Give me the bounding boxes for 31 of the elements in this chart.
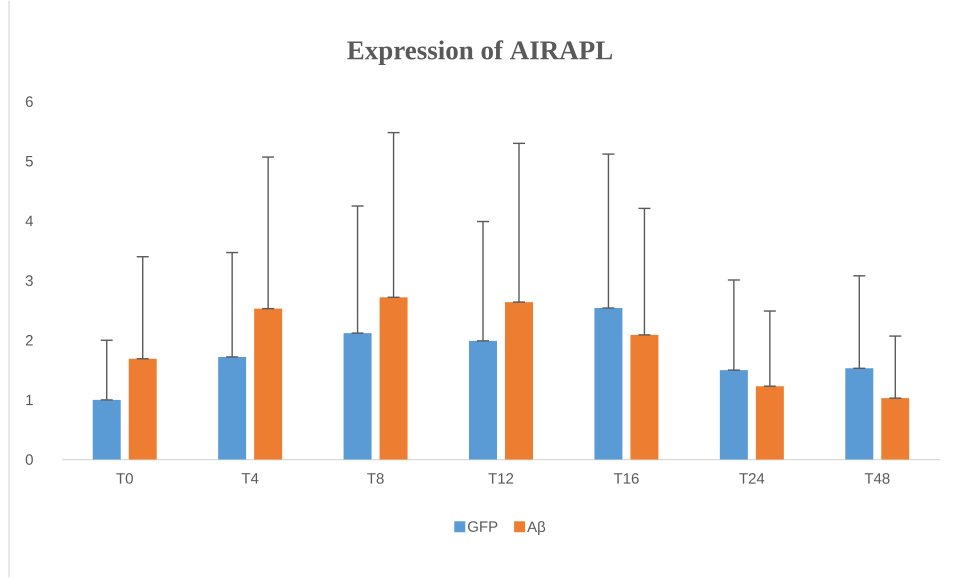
y-tick-label: 4	[25, 216, 34, 226]
chart-title: Expression of AIRAPL	[347, 40, 612, 65]
y-tick-label: 6	[26, 96, 33, 107]
bar	[845, 368, 874, 460]
x-tick-label: T24	[739, 473, 764, 484]
bar	[254, 308, 282, 460]
bar	[380, 297, 408, 460]
bar	[92, 400, 121, 460]
y-tick-label: 1	[26, 394, 33, 405]
bar	[218, 356, 246, 460]
legend-label: Aβ	[527, 520, 546, 535]
x-tick-label: T4	[242, 473, 258, 484]
bar	[630, 334, 658, 460]
bar	[720, 370, 748, 460]
bar	[756, 386, 784, 460]
bar	[469, 340, 497, 460]
y-tick-label: 2	[26, 334, 33, 346]
bar	[128, 358, 157, 460]
y-tick-label: 0	[26, 454, 33, 465]
x-tick-label: T48	[864, 473, 890, 484]
bar	[505, 302, 533, 460]
legend-label: GFP	[468, 521, 498, 532]
bar	[881, 398, 910, 460]
bar	[344, 333, 372, 460]
x-tick-label: T16	[614, 473, 639, 484]
y-tick-label: 3	[26, 275, 33, 286]
bar	[594, 308, 622, 460]
x-tick-label: T0	[116, 473, 133, 484]
x-tick-label: T12	[488, 473, 514, 484]
y-tick-label: 5	[26, 156, 33, 166]
x-tick-label: T8	[367, 473, 384, 484]
